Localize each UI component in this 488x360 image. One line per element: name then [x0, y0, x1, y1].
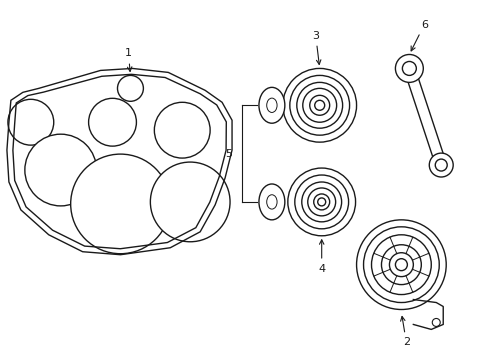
Ellipse shape	[266, 98, 277, 112]
Circle shape	[301, 182, 341, 222]
Ellipse shape	[266, 195, 277, 209]
Circle shape	[294, 175, 348, 229]
Circle shape	[25, 134, 96, 206]
Circle shape	[287, 168, 355, 236]
Circle shape	[296, 82, 342, 128]
Circle shape	[434, 159, 447, 171]
Circle shape	[289, 75, 349, 135]
Text: 4: 4	[318, 240, 325, 274]
Circle shape	[363, 227, 438, 302]
Circle shape	[71, 154, 170, 254]
Circle shape	[395, 54, 423, 82]
Text: 5: 5	[224, 149, 232, 159]
Circle shape	[314, 100, 324, 110]
Circle shape	[428, 153, 452, 177]
Circle shape	[282, 68, 356, 142]
Circle shape	[313, 194, 329, 210]
Text: 1: 1	[125, 49, 132, 71]
Circle shape	[371, 235, 430, 294]
Circle shape	[150, 162, 229, 242]
Circle shape	[88, 98, 136, 146]
Circle shape	[402, 62, 415, 75]
Ellipse shape	[259, 184, 285, 220]
Circle shape	[395, 259, 407, 271]
Circle shape	[154, 102, 210, 158]
Text: 6: 6	[410, 19, 427, 51]
Circle shape	[8, 99, 54, 145]
Circle shape	[431, 319, 439, 327]
Circle shape	[388, 253, 412, 276]
Text: 2: 2	[400, 316, 409, 347]
Circle shape	[317, 198, 325, 206]
Circle shape	[117, 75, 143, 101]
Ellipse shape	[259, 87, 285, 123]
Circle shape	[309, 95, 329, 115]
Circle shape	[302, 88, 336, 122]
Circle shape	[381, 245, 421, 285]
Text: 3: 3	[311, 31, 320, 64]
Circle shape	[307, 188, 335, 216]
